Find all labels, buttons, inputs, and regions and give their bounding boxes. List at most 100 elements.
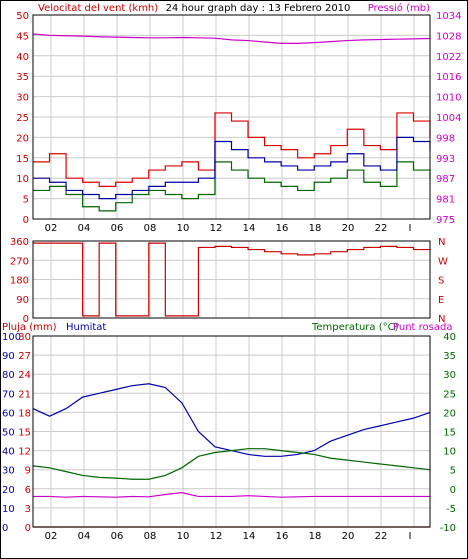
wind-tick-label: 5 bbox=[23, 195, 29, 206]
x-tick-label: 08 bbox=[144, 223, 157, 234]
x-tick-label: 14 bbox=[243, 531, 256, 542]
wind-tick-label: 30 bbox=[16, 93, 29, 104]
pressure-tick-label: 1034 bbox=[436, 11, 461, 22]
temperature-tick-label: 10 bbox=[443, 447, 456, 458]
pressure-tick-label: 1016 bbox=[436, 72, 461, 83]
direction-tick-label: 270 bbox=[10, 256, 29, 267]
x-tick-label: 08 bbox=[144, 531, 157, 542]
pressure-tick-label: 981 bbox=[436, 195, 455, 206]
temperature-line bbox=[32, 448, 431, 480]
x-tick-label: 04 bbox=[78, 531, 91, 542]
direction-tick-label: 0 bbox=[23, 314, 29, 325]
wind-average-line bbox=[33, 136, 431, 200]
panel-frame-1 bbox=[32, 14, 431, 220]
temperature-tick-label: 5 bbox=[450, 466, 456, 477]
rain-tick-label: 21 bbox=[18, 389, 31, 400]
temperature-tick-label: 0 bbox=[450, 485, 456, 496]
graph-title: 24 hour graph day : 13 Febrero 2010 bbox=[166, 3, 351, 14]
wind-tick-label: 20 bbox=[16, 133, 29, 144]
x-tick-label: 16 bbox=[276, 223, 289, 234]
rain-tick-label: 0 bbox=[25, 523, 31, 534]
wind-tick-label: 25 bbox=[16, 113, 29, 124]
wind-gust-line bbox=[33, 112, 431, 187]
rain-tick-label: 30 bbox=[18, 332, 31, 343]
humidity-tick-label: 50 bbox=[2, 428, 15, 439]
wind-tick-label: 35 bbox=[16, 72, 29, 83]
temperature-tick-label: -5 bbox=[446, 504, 456, 515]
panel-frame-3 bbox=[32, 335, 431, 528]
humidity-title: Humitat bbox=[66, 322, 106, 333]
temperature-tick-label: 25 bbox=[443, 389, 456, 400]
x-tick-label: 04 bbox=[78, 223, 91, 234]
rain-tick-label: 18 bbox=[18, 408, 31, 419]
compass-tick-label: S bbox=[438, 276, 444, 287]
temperature-tick-label: 20 bbox=[443, 408, 456, 419]
x-tick-label: I bbox=[409, 531, 412, 542]
x-tick-label: 16 bbox=[276, 531, 289, 542]
pressure-tick-label: 975 bbox=[436, 215, 455, 226]
pressure-tick-label: 1028 bbox=[436, 31, 461, 42]
compass-tick-label: W bbox=[438, 256, 448, 267]
grid-layer bbox=[33, 15, 430, 527]
temperature-tick-label: 40 bbox=[443, 332, 456, 343]
x-tick-label: 10 bbox=[177, 531, 190, 542]
humidity-tick-label: 30 bbox=[2, 466, 15, 477]
rain-tick-label: 9 bbox=[25, 466, 31, 477]
pressure-tick-label: 1010 bbox=[436, 93, 461, 104]
humidity-tick-label: 70 bbox=[2, 389, 15, 400]
wind-direction-line bbox=[33, 242, 431, 317]
temperature-tick-label: -10 bbox=[440, 523, 456, 534]
x-tick-label: 10 bbox=[177, 223, 190, 234]
direction-tick-label: 180 bbox=[10, 276, 29, 287]
x-tick-label: 02 bbox=[45, 531, 58, 542]
temperature-tick-label: 15 bbox=[443, 428, 456, 439]
wind-tick-label: 40 bbox=[16, 52, 29, 63]
humidity-tick-label: 90 bbox=[2, 351, 15, 362]
series-layer bbox=[32, 33, 431, 528]
pressure-tick-label: 1022 bbox=[436, 52, 461, 63]
x-tick-label: 06 bbox=[111, 223, 124, 234]
wind-tick-label: 45 bbox=[16, 31, 29, 42]
pressure-tick-label: 987 bbox=[436, 174, 455, 185]
x-tick-label: 20 bbox=[342, 223, 355, 234]
humidity-tick-label: 40 bbox=[2, 447, 15, 458]
pressure-tick-label: 1004 bbox=[436, 113, 461, 124]
temperature-title: Temperatura (°C) bbox=[311, 322, 399, 333]
wind-tick-label: 10 bbox=[16, 174, 29, 185]
rain-tick-label: 6 bbox=[25, 485, 31, 496]
panel-frame-2 bbox=[32, 240, 431, 319]
x-tick-label: 14 bbox=[243, 223, 256, 234]
direction-tick-label: 90 bbox=[16, 295, 29, 306]
temperature-tick-label: 30 bbox=[443, 370, 456, 381]
rain-tick-label: 3 bbox=[25, 504, 31, 515]
rain-tick-label: 15 bbox=[18, 428, 31, 439]
labels-layer: 5045403530252015105010341028102210161010… bbox=[2, 11, 461, 542]
pressure-title: Pressió (mb) bbox=[368, 2, 430, 14]
x-tick-label: 06 bbox=[111, 531, 124, 542]
x-tick-label: 18 bbox=[309, 531, 322, 542]
wind-tick-label: 15 bbox=[16, 154, 29, 165]
dewpoint-line bbox=[33, 492, 430, 498]
pressure-tick-label: 993 bbox=[436, 154, 455, 165]
x-tick-label: 12 bbox=[210, 223, 223, 234]
humidity-tick-label: 60 bbox=[2, 408, 15, 419]
humidity-line bbox=[32, 383, 431, 457]
x-tick-label: 18 bbox=[309, 223, 322, 234]
wind-speed-line bbox=[33, 161, 431, 212]
humidity-tick-label: 10 bbox=[2, 504, 15, 515]
x-tick-label: 02 bbox=[45, 223, 58, 234]
rain-title: Pluja (mm) bbox=[2, 322, 57, 333]
x-tick-label: 20 bbox=[342, 531, 355, 542]
x-tick-label: 12 bbox=[210, 531, 223, 542]
x-tick-label: 22 bbox=[375, 223, 388, 234]
dewpoint-title: Punt rosada bbox=[393, 322, 452, 333]
humidity-tick-label: 100 bbox=[2, 332, 21, 343]
wind-tick-label: 0 bbox=[23, 215, 29, 226]
rain-tick-label: 27 bbox=[18, 351, 31, 362]
wind-title: Velocitat del vent (kmh) bbox=[38, 3, 158, 14]
temperature-tick-label: 35 bbox=[443, 351, 456, 362]
humidity-tick-label: 20 bbox=[2, 485, 15, 496]
x-tick-label: I bbox=[409, 223, 412, 234]
compass-tick-label: N bbox=[438, 237, 445, 248]
